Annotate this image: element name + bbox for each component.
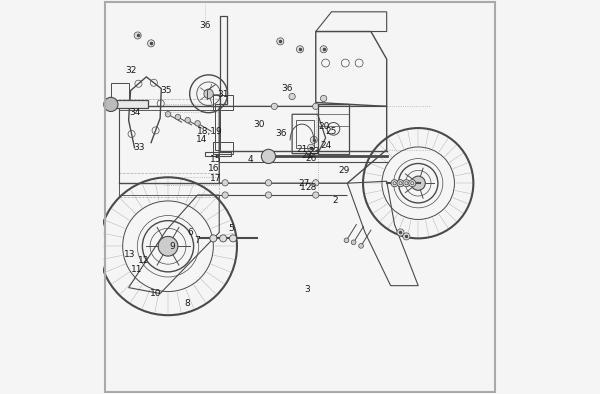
Text: 4: 4 [248,155,254,164]
Text: 15: 15 [209,155,221,164]
Text: 33: 33 [133,143,145,152]
Circle shape [265,180,272,186]
Text: 35: 35 [160,86,172,95]
Text: 29: 29 [338,166,350,175]
Text: 5: 5 [228,224,234,233]
Text: 24: 24 [320,141,331,150]
Circle shape [313,103,319,110]
Circle shape [175,114,181,120]
Text: 11: 11 [131,266,142,274]
Circle shape [296,46,304,53]
Text: 1: 1 [300,183,306,191]
Text: 28: 28 [305,183,316,191]
Circle shape [391,180,398,187]
Circle shape [222,192,228,198]
Circle shape [359,243,364,248]
Circle shape [409,180,416,187]
Circle shape [313,180,319,186]
Polygon shape [111,100,148,108]
Text: 36: 36 [281,84,293,93]
Circle shape [165,112,171,117]
Circle shape [148,40,155,47]
Circle shape [403,233,410,240]
Circle shape [104,97,118,112]
Circle shape [397,229,404,236]
Circle shape [220,235,227,242]
Circle shape [158,236,178,256]
Text: 9: 9 [169,242,175,251]
Circle shape [351,240,356,245]
Text: 20: 20 [319,122,330,130]
Text: 32: 32 [125,67,137,75]
Circle shape [307,144,314,151]
Text: 23: 23 [308,147,319,156]
Text: 17: 17 [211,174,222,182]
Text: 8: 8 [185,299,191,308]
Text: 36: 36 [200,21,211,30]
Circle shape [185,117,190,123]
Circle shape [411,176,425,190]
Text: 31: 31 [217,90,229,99]
Circle shape [277,38,284,45]
Circle shape [320,95,327,102]
Text: 22: 22 [301,151,313,160]
Text: 13: 13 [124,250,136,258]
Circle shape [289,93,295,100]
Text: 27: 27 [298,179,310,188]
Text: 25: 25 [325,128,337,136]
Text: 34: 34 [130,108,141,117]
Circle shape [403,180,410,187]
Text: 18,19: 18,19 [197,128,222,136]
Circle shape [271,103,278,110]
Circle shape [310,136,317,143]
Text: 36: 36 [275,130,287,138]
Text: 26: 26 [305,154,317,163]
Text: 14: 14 [196,136,207,144]
Circle shape [313,192,319,198]
Text: 3: 3 [304,285,310,294]
Circle shape [229,235,236,242]
Text: 10: 10 [151,289,162,298]
Text: 16: 16 [208,164,220,173]
Circle shape [397,180,404,187]
Text: 21: 21 [296,145,308,154]
Circle shape [195,121,200,126]
Circle shape [265,192,272,198]
Circle shape [262,149,275,164]
Text: 6: 6 [188,228,193,237]
Text: 12: 12 [138,256,149,265]
Circle shape [210,235,217,242]
Circle shape [320,46,327,53]
Text: 7: 7 [194,236,200,245]
Text: 30: 30 [253,120,265,128]
Circle shape [134,32,141,39]
Circle shape [222,180,228,186]
Circle shape [204,89,214,98]
Text: 2: 2 [332,197,337,205]
Circle shape [344,238,349,243]
